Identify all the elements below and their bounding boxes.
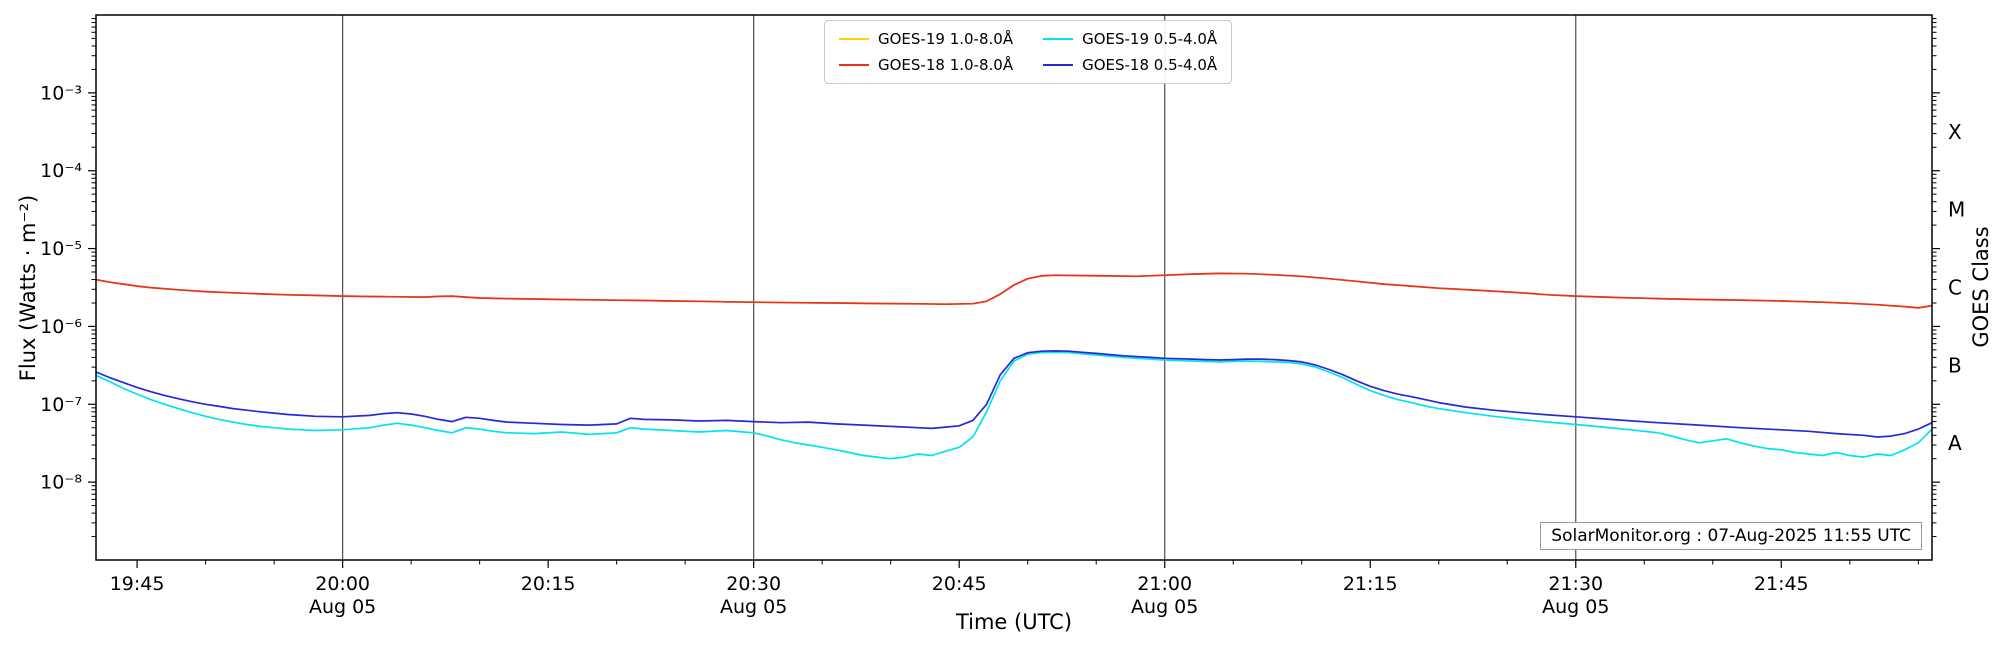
series-line-goes-19-0-5-4-0 bbox=[96, 351, 1932, 460]
legend-item: GOES-18 0.5-4.0Å bbox=[1043, 56, 1217, 74]
x-axis-label: Time (UTC) bbox=[955, 610, 1073, 634]
legend-column: GOES-19 1.0-8.0Å GOES-18 1.0-8.0Å bbox=[839, 30, 1013, 74]
x-tick-label: 21:45 bbox=[1754, 573, 1809, 595]
right-axis-label: GOES Class bbox=[1969, 226, 1993, 348]
legend-item: GOES-19 1.0-8.0Å bbox=[839, 30, 1013, 48]
series-line-goes-18-0-5-4-0 bbox=[96, 350, 1932, 438]
x-tick-date: Aug 05 bbox=[1131, 596, 1198, 618]
goes-class-letter-X: X bbox=[1948, 120, 1962, 144]
y-tick-label: 10⁻⁴ bbox=[40, 160, 82, 182]
legend: GOES-19 1.0-8.0Å GOES-18 1.0-8.0Å GOES-19 … bbox=[824, 20, 1233, 84]
time-gridlines bbox=[342, 15, 1577, 560]
y-tick-label: 10⁻⁷ bbox=[40, 394, 82, 416]
x-tick-label: 21:15 bbox=[1343, 573, 1398, 595]
x-tick-label: 19:45 bbox=[110, 573, 165, 595]
y-tick-label: 10⁻⁵ bbox=[40, 238, 82, 260]
legend-label: GOES-18 0.5-4.0Å bbox=[1082, 56, 1218, 74]
legend-label: GOES-19 0.5-4.0Å bbox=[1082, 30, 1218, 48]
legend-line-swatch bbox=[1043, 64, 1074, 66]
series-line-goes-19-1-0-8-0 bbox=[96, 272, 1932, 309]
x-tick-label: 20:30 bbox=[726, 573, 781, 595]
x-tick-label: 20:15 bbox=[521, 573, 576, 595]
goes-class-letter-M: M bbox=[1948, 198, 1965, 222]
x-tick-date: Aug 05 bbox=[720, 596, 787, 618]
legend-column: GOES-19 0.5-4.0Å GOES-18 0.5-4.0Å bbox=[1043, 30, 1217, 74]
plot-border bbox=[95, 14, 1933, 561]
axis-ticks bbox=[88, 18, 1940, 568]
legend-label: GOES-19 1.0-8.0Å bbox=[878, 30, 1014, 48]
x-tick-label: 21:30 bbox=[1548, 573, 1603, 595]
legend-line-swatch bbox=[1043, 38, 1074, 40]
x-tick-label: 20:00 bbox=[315, 573, 370, 595]
x-tick-date: Aug 05 bbox=[309, 596, 376, 618]
y-tick-label: 10⁻⁸ bbox=[40, 472, 82, 494]
y-tick-label: 10⁻³ bbox=[40, 82, 82, 104]
x-tick-date: Aug 05 bbox=[1542, 596, 1609, 618]
x-tick-label: 21:00 bbox=[1137, 573, 1192, 595]
y-axis-label: Flux (Watts · m⁻²) bbox=[16, 194, 40, 382]
series-line-goes-18-1-0-8-0 bbox=[96, 272, 1932, 309]
source-annotation: SolarMonitor.org : 07-Aug-2025 11:55 UTC bbox=[1540, 522, 1922, 550]
legend-item: GOES-18 1.0-8.0Å bbox=[839, 56, 1013, 74]
goes-class-letter-A: A bbox=[1948, 431, 1962, 455]
series-lines bbox=[96, 272, 1932, 460]
goes-class-letter-B: B bbox=[1948, 353, 1962, 377]
legend-item: GOES-19 0.5-4.0Å bbox=[1043, 30, 1217, 48]
goes-class-letter-C: C bbox=[1948, 276, 1962, 300]
y-tick-label: 10⁻⁶ bbox=[40, 316, 82, 338]
legend-line-swatch bbox=[839, 64, 869, 66]
legend-line-swatch bbox=[839, 38, 869, 40]
x-tick-label: 20:45 bbox=[932, 573, 987, 595]
legend-label: GOES-18 1.0-8.0Å bbox=[878, 56, 1014, 74]
